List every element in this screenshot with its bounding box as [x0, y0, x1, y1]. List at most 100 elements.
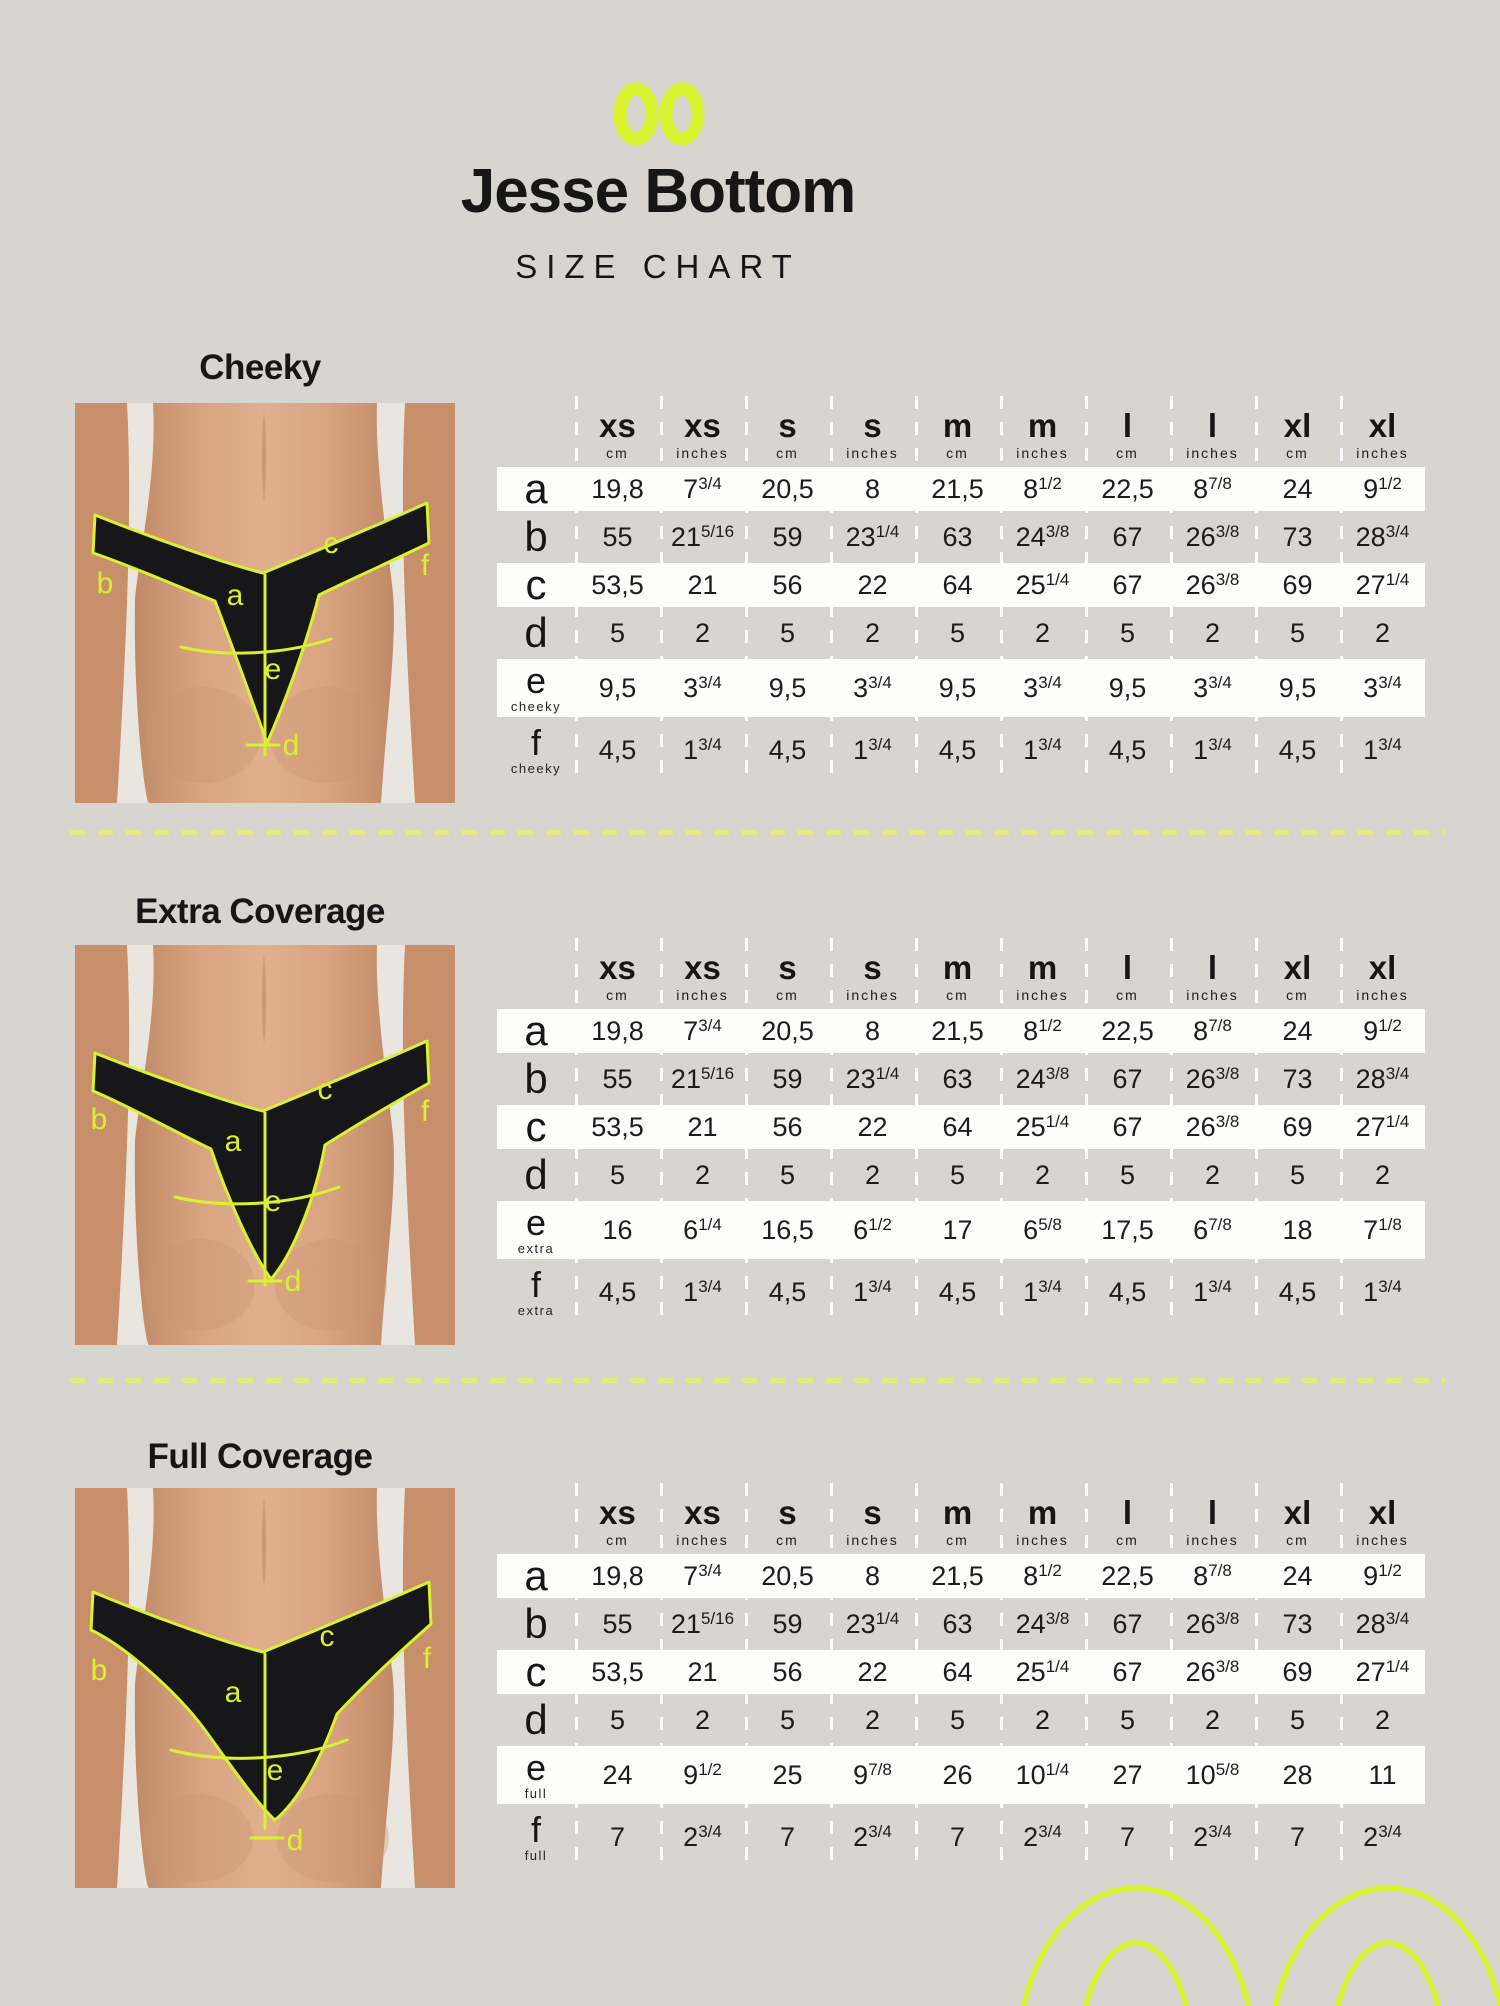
column-header-m-inches: m inches [1016, 1494, 1069, 1548]
size-value: 55 [602, 1608, 633, 1639]
size-value: 263/8 [1185, 1656, 1240, 1687]
table-header-row: xs cm xs inches s cm s inches m cm m inches l cm l inch… [497, 406, 1425, 463]
size-value: 91/2 [683, 1759, 722, 1790]
row-label-a: a [524, 1007, 548, 1054]
measurement-row-e: e extra 16 61/4 16,5 61/2 17 65/8 17,5 67/8 18 71/8 [497, 1201, 1425, 1259]
size-value: 53,5 [591, 569, 644, 600]
size-value: 9,5 [1278, 672, 1317, 703]
size-value: 53,5 [591, 1111, 644, 1142]
size-value: 4,5 [938, 1276, 977, 1307]
size-value: 67 [1112, 569, 1143, 600]
size-value: 2 [1204, 1159, 1221, 1190]
size-value: 5 [949, 1159, 966, 1190]
size-value: 91/2 [1363, 473, 1402, 504]
size-value: 283/4 [1355, 1608, 1410, 1639]
diagram-label-f: f [423, 1642, 432, 1675]
column-header-l-cm: l cm [1116, 407, 1139, 461]
size-value: 63 [942, 521, 973, 552]
size-value: 81/2 [1023, 473, 1062, 504]
decoration-clip [930, 1858, 1500, 2006]
row-label-c: c [525, 1103, 547, 1150]
model-photo-cheeky: b c f a e d [75, 403, 455, 803]
size-value: 13/4 [1363, 734, 1402, 765]
size-value: 215/16 [670, 521, 735, 552]
size-value: 231/4 [845, 1063, 900, 1094]
size-value: 59 [772, 1608, 803, 1639]
size-value: 23/4 [683, 1821, 722, 1852]
diagram-label-d: d [285, 1265, 302, 1298]
diagram-label-e: e [265, 1185, 282, 1218]
diagram-label-c: c [318, 1073, 333, 1106]
size-value: 24 [1282, 1560, 1313, 1591]
measure-line-e [179, 637, 333, 655]
column-header-l-cm: l cm [1116, 1494, 1139, 1548]
size-value: 26 [942, 1759, 973, 1790]
column-header-xs-inches: xs inches [676, 1494, 729, 1548]
size-value: 23/4 [853, 1821, 892, 1852]
size-value: 21 [687, 569, 718, 600]
size-value: 23/4 [1193, 1821, 1232, 1852]
row-label-b: b [524, 1600, 548, 1647]
column-header-xl-cm: xl cm [1283, 1494, 1312, 1548]
measure-line-e [169, 1738, 349, 1760]
size-value: 24 [602, 1759, 633, 1790]
measurement-row-e: e full 24 91/2 25 97/8 26 101/4 27 105/8 28 11 [497, 1746, 1425, 1804]
size-value: 9,5 [768, 672, 807, 703]
size-value: 55 [602, 521, 633, 552]
diagram-label-b: b [91, 1103, 108, 1136]
diagram-label-f: f [421, 1095, 430, 1128]
size-value: 13/4 [1023, 1276, 1062, 1307]
size-value: 7 [1119, 1821, 1136, 1852]
size-value: 271/4 [1355, 1111, 1410, 1142]
size-value: 7 [609, 1821, 626, 1852]
model-photo-full-coverage: b c f a e d [75, 1488, 455, 1888]
size-value: 67 [1112, 1111, 1143, 1142]
column-header-l-inches: l inches [1186, 407, 1239, 461]
size-value: 97/8 [853, 1759, 892, 1790]
measurement-row-a: a 19,8 73/4 20,5 8 21,5 81/2 22,5 87/8 24 91/2 [497, 1009, 1425, 1053]
size-value: 87/8 [1193, 1560, 1232, 1591]
brand-logo-oo-icon [613, 82, 705, 146]
column-header-s-inches: s inches [846, 407, 899, 461]
size-value: 9,5 [1108, 672, 1147, 703]
section-title-cheeky: Cheeky [199, 348, 321, 387]
size-value: 27 [1112, 1759, 1143, 1790]
size-value: 263/8 [1185, 1111, 1240, 1142]
size-value: 5 [1119, 1704, 1136, 1735]
size-value: 24 [1282, 473, 1313, 504]
row-label-f: f full [524, 1809, 548, 1863]
size-value: 4,5 [598, 734, 637, 765]
size-value: 5 [1289, 617, 1306, 648]
size-value: 16 [602, 1214, 633, 1245]
size-value: 64 [942, 569, 973, 600]
size-value: 243/8 [1015, 521, 1070, 552]
measurement-row-e: e cheeky 9,5 33/4 9,5 33/4 9,5 33/4 9,5 33/4 9,5 33… [497, 659, 1425, 717]
size-value: 24 [1282, 1015, 1313, 1046]
size-value: 21,5 [931, 1560, 984, 1591]
diagram-label-e: e [265, 653, 282, 686]
page-subtitle: SIZE CHART [515, 248, 801, 285]
size-value: 5 [1289, 1159, 1306, 1190]
diagram-label-b: b [91, 1654, 108, 1687]
size-value: 2 [1374, 1159, 1391, 1190]
size-value: 69 [1282, 1111, 1313, 1142]
size-value: 55 [602, 1063, 633, 1094]
size-value: 105/8 [1185, 1759, 1240, 1790]
size-table-cheeky: xs cm xs inches s cm s inches m cm m inches l cm l inch… [497, 396, 1425, 783]
size-value: 11 [1368, 1759, 1397, 1790]
size-value: 73 [1282, 521, 1313, 552]
size-value: 67/8 [1193, 1214, 1232, 1245]
size-value: 53,5 [591, 1656, 644, 1687]
size-value: 251/4 [1015, 569, 1070, 600]
size-value: 2 [1204, 1704, 1221, 1735]
diagram-label-c: c [320, 1620, 335, 1653]
row-label-e: e extra [517, 1202, 555, 1256]
row-label-d: d [524, 609, 548, 656]
size-value: 56 [772, 1656, 803, 1687]
measurement-row-c: c 53,5 21 56 22 64 251/4 67 263/8 69 271/4 [497, 563, 1425, 607]
size-value: 67 [1112, 1608, 1143, 1639]
size-value: 19,8 [591, 1560, 644, 1591]
measurement-row-d: d 5 2 5 2 5 2 5 2 5 2 [497, 1698, 1425, 1742]
size-value: 5 [949, 1704, 966, 1735]
size-value: 231/4 [845, 1608, 900, 1639]
